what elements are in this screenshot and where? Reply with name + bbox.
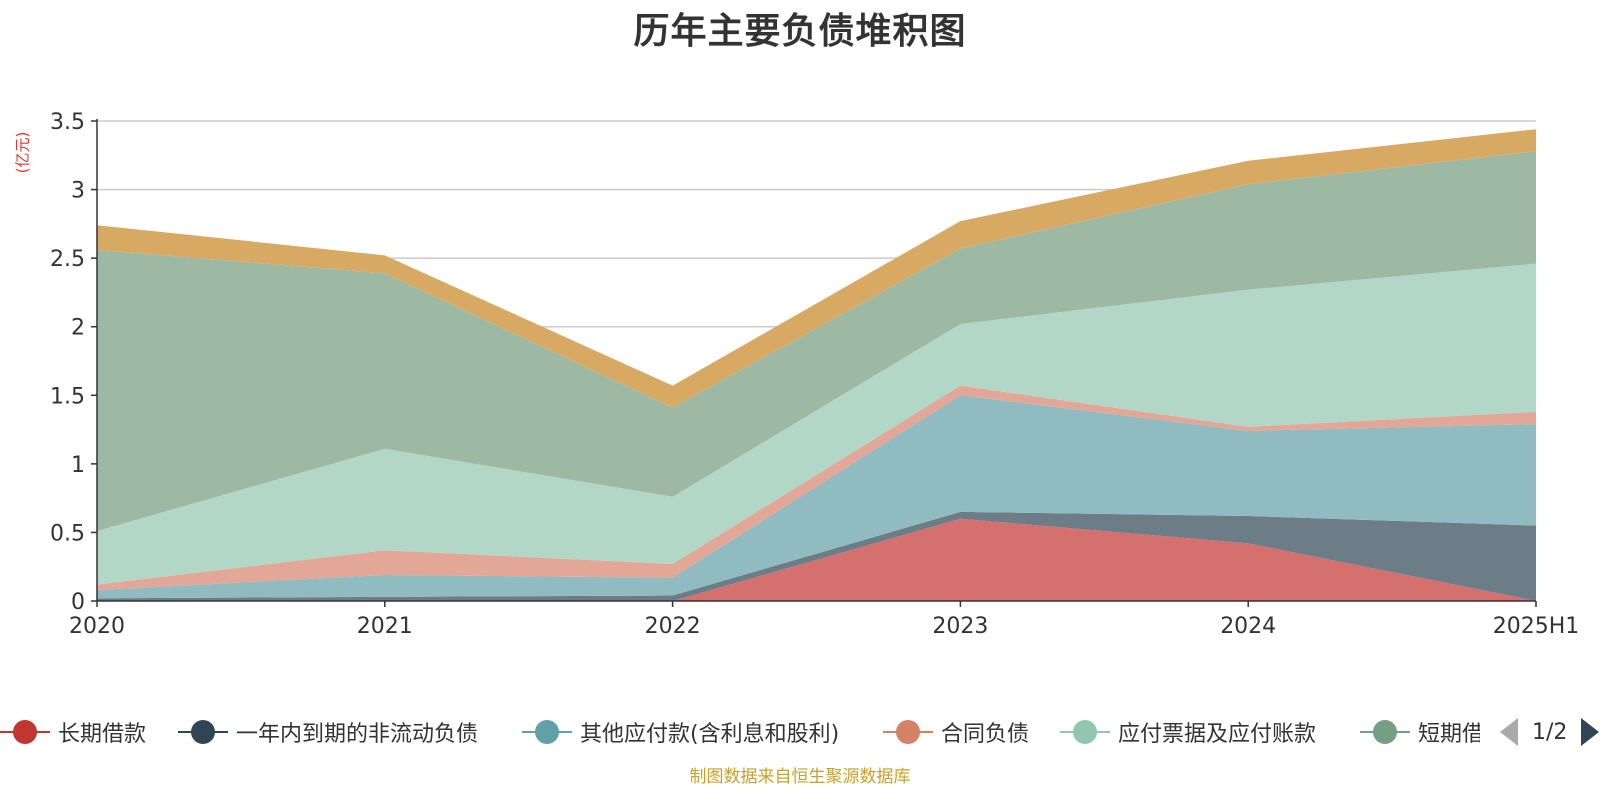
area-series-4[interactable] [97,263,1536,585]
legend-item[interactable]: 一年内到期的非流动负债 [178,712,478,752]
legend: 长期借款 一年内到期的非流动负债 其他应付款(含利息和股利) 合同负债 应付票据及应付账… [0,712,1600,752]
legend-page-indicator: 1/2 [1532,719,1568,745]
x-tick-label: 2024 [1220,614,1276,639]
data-source-note: 制图数据来自恒生聚源数据库 [689,767,911,787]
legend-label: 合同负债 [941,722,1030,747]
y-tick-label: 0.5 [50,521,85,546]
stacked-areas [97,129,1536,601]
y-tick-label: 1 [71,453,85,478]
x-tick-label: 2025H1 [1493,614,1580,639]
x-tick-label: 2020 [69,614,125,639]
legend-marker-icon [1360,717,1410,747]
legend-item[interactable]: 长期借款 [0,712,146,752]
legend-pager: 1/2 [1500,712,1600,752]
y-tick-label: 2 [71,316,85,341]
legend-label: 一年内到期的非流动负债 [236,722,479,747]
chart-plot: 0 0.5 1 1.5 2 2.5 3 3.5 2020 2021 2022 2023 2024 2025… [50,110,1579,639]
y-tick-label: 0 [71,590,85,615]
chart-title: 历年主要负债堆积图 [633,11,967,52]
y-tick-label: 1.5 [50,384,85,409]
legend-marker-icon [178,717,228,747]
area-series-3[interactable] [97,385,1536,591]
area-series-0[interactable] [97,518,1536,601]
legend-marker-icon [0,717,50,747]
legend-item[interactable]: 短期借款 [1360,712,1480,752]
legend-label: 应付票据及应付账款 [1118,722,1317,747]
legend-items-container: 长期借款 一年内到期的非流动负债 其他应付款(含利息和股利) 合同负债 应付票据及应付账… [0,712,1480,752]
legend-label: 长期借款 [58,722,147,747]
x-tick-label: 2023 [932,614,988,639]
legend-marker-icon [883,717,933,747]
area-series-6[interactable] [97,129,1536,408]
area-series-1[interactable] [97,511,1536,601]
area-series-2[interactable] [97,395,1536,599]
legend-label: 短期借款 [1418,722,1480,747]
axes: 0 0.5 1 1.5 2 2.5 3 3.5 2020 2021 2022 2023 2024 2025… [50,110,1579,639]
x-tick-label: 2021 [357,614,413,639]
legend-marker-icon [1060,717,1110,747]
legend-marker-icon [522,717,572,747]
x-tick-label: 2022 [645,614,701,639]
legend-item[interactable]: 合同负债 [883,712,1029,752]
y-tick-label: 2.5 [50,247,85,272]
legend-prev-page-icon[interactable] [1500,718,1518,746]
legend-item[interactable]: 应付票据及应付账款 [1060,712,1316,752]
legend-next-page-icon[interactable] [1581,718,1600,746]
y-tick-label: 3 [71,179,85,204]
area-series-5[interactable] [97,151,1536,532]
y-tick-label: 3.5 [50,110,85,135]
legend-label: 其他应付款(含利息和股利) [580,722,840,747]
legend-item[interactable]: 其他应付款(含利息和股利) [522,712,839,752]
